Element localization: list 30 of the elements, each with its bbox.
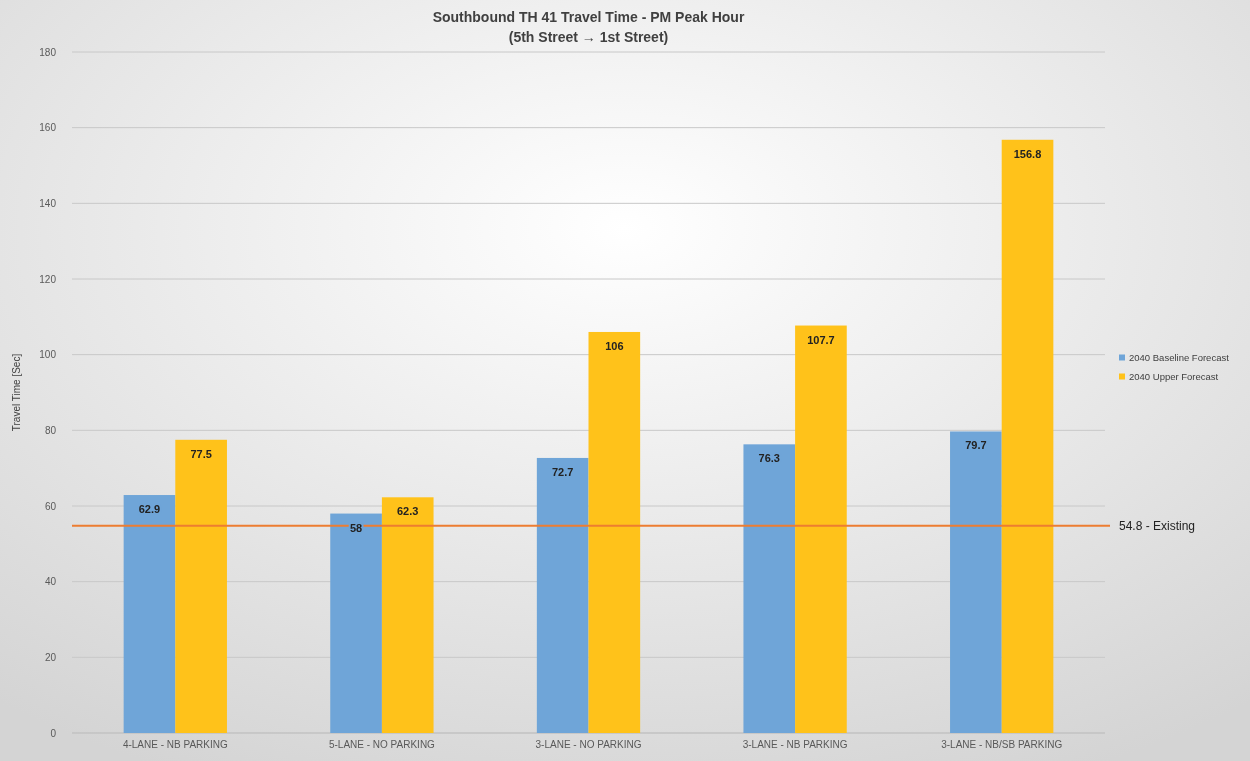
data-label: 156.8: [1013, 147, 1042, 160]
y-tick-label: 180: [39, 46, 57, 58]
y-tick-label: 120: [39, 273, 57, 285]
y-tick-label: 80: [44, 425, 57, 437]
data-label: 106: [605, 339, 624, 352]
y-tick-label: 60: [44, 500, 57, 512]
y-tick-label: 0: [50, 727, 57, 739]
ref-line-label: 54.8 - Existing: [1119, 518, 1196, 533]
x-tick-label: 5-LANE - NO PARKING: [328, 739, 436, 751]
data-label: 79.7: [965, 439, 987, 452]
chart-title: Southbound TH 41 Travel Time - PM Peak Hour: [432, 9, 745, 25]
data-label: 62.3: [397, 505, 419, 518]
y-axis-title: Travel Time [Sec]: [11, 353, 22, 432]
x-tick-label: 4-LANE - NB PARKING: [122, 739, 228, 751]
legend-label: 2040 Upper Forecast: [1129, 370, 1219, 382]
x-tick-label: 3-LANE - NO PARKING: [535, 739, 642, 751]
y-tick-label: 20: [44, 652, 57, 664]
y-tick-label: 40: [44, 576, 57, 588]
data-label: 77.5: [190, 447, 212, 460]
chart-subtitle: (5th Street → 1st Street): [508, 29, 669, 45]
data-label: 76.3: [758, 452, 780, 465]
data-label: 62.9: [138, 503, 161, 516]
legend-label: 2040 Baseline Forecast: [1129, 351, 1230, 363]
x-tick-label: 3-LANE - NB/SB PARKING: [941, 739, 1063, 751]
data-label: 107.7: [807, 333, 835, 346]
data-label: 72.7: [551, 465, 574, 478]
x-tick-label: 3-LANE - NB PARKING: [742, 739, 848, 751]
y-tick-label: 100: [39, 349, 57, 361]
y-tick-label: 140: [39, 198, 57, 210]
y-tick-label: 160: [39, 122, 57, 134]
